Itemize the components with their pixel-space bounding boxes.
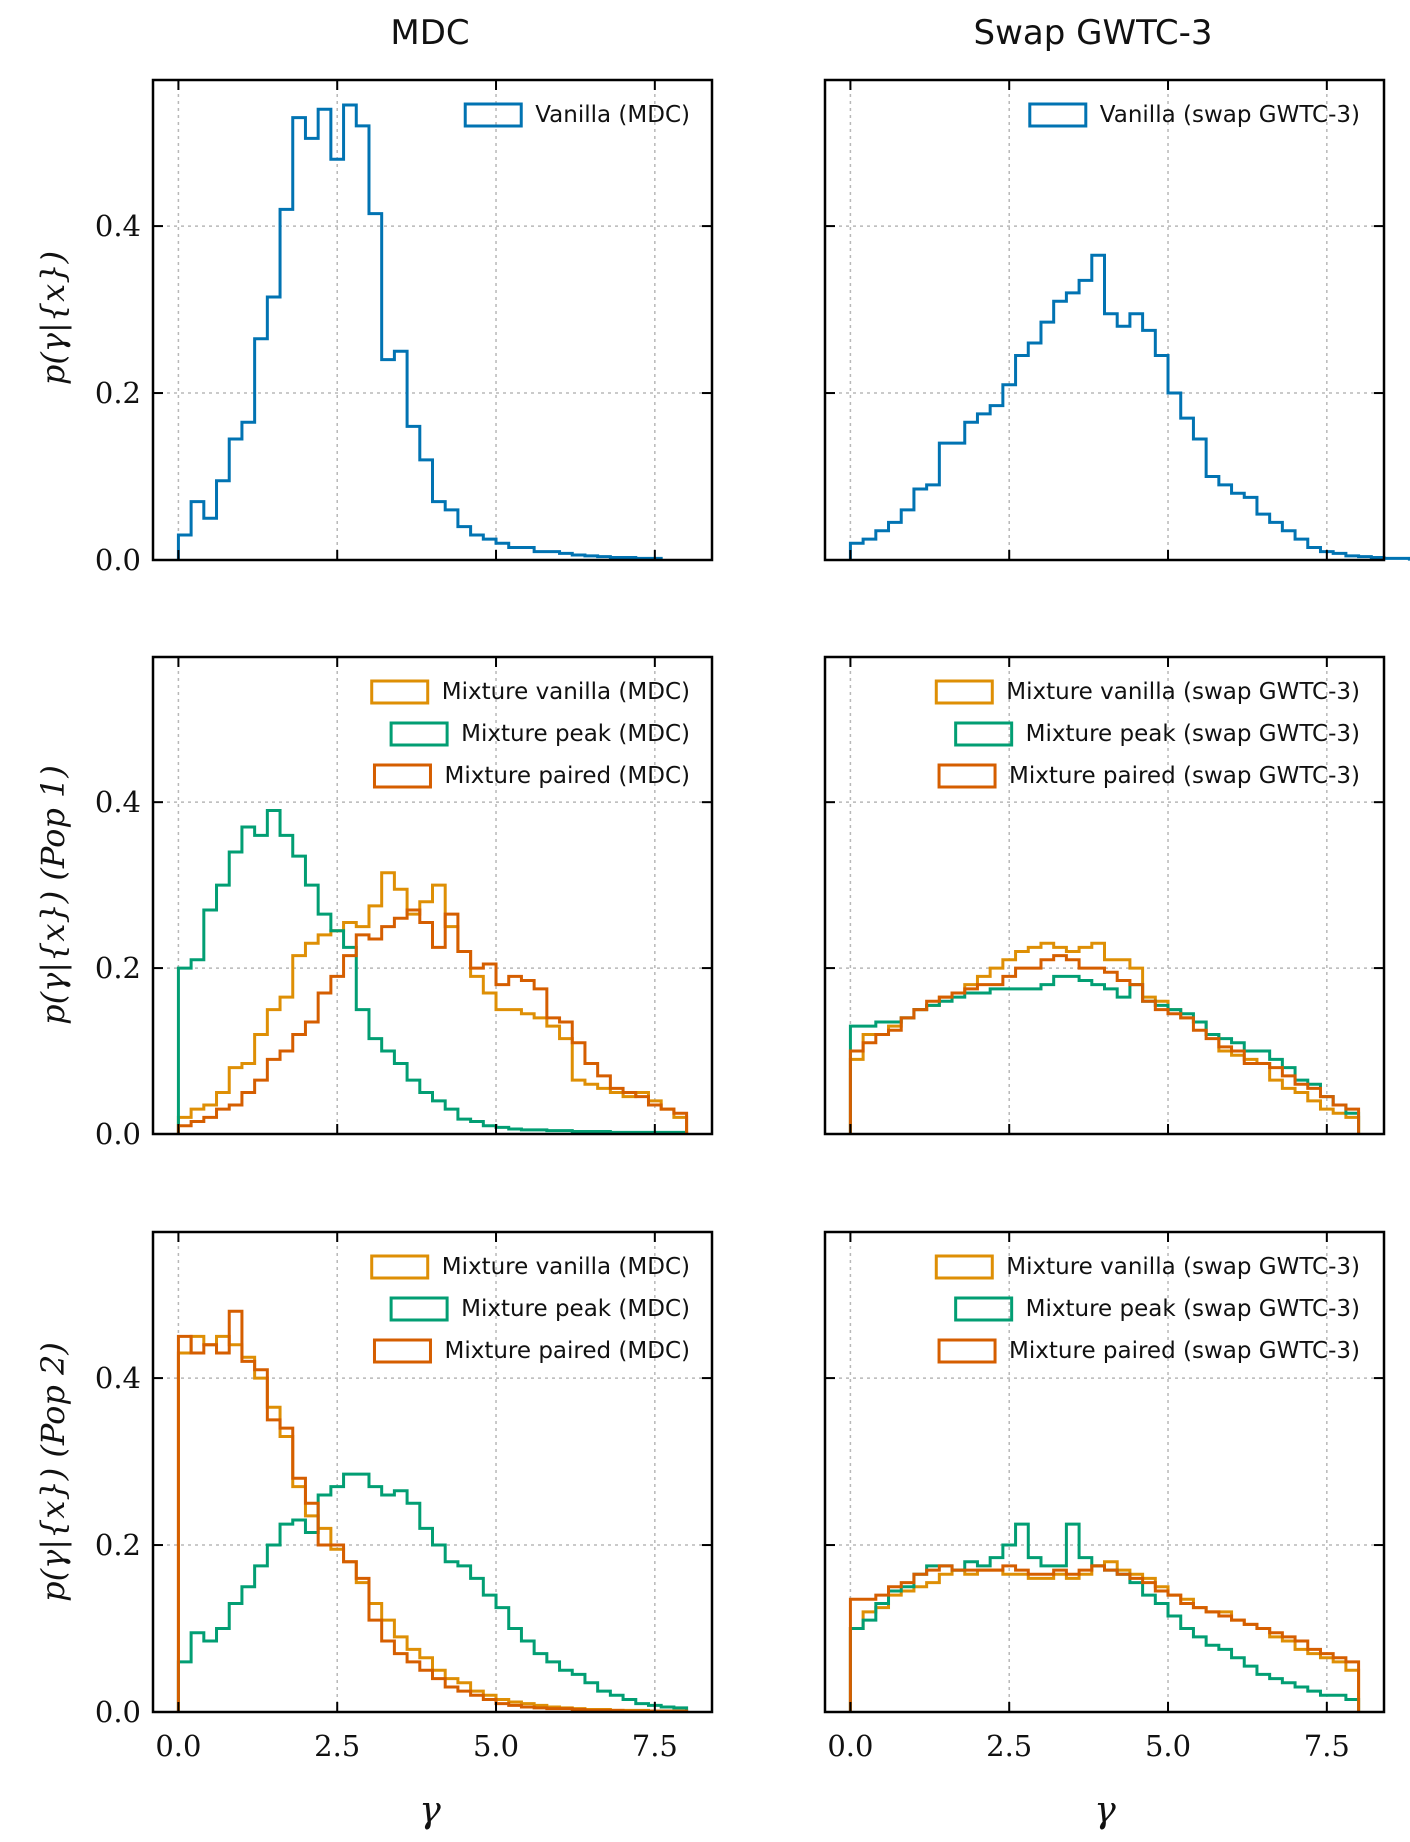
series-line-1: [848, 1522, 1361, 1712]
column-title-mdc: MDC: [390, 13, 469, 53]
axes-frame: [823, 78, 1386, 562]
legend-label-0: Vanilla (swap GWTC-3): [1100, 102, 1360, 128]
legend-label-2: Mixture paired (swap GWTC-3): [1009, 763, 1360, 789]
xlabel-right: γ: [1094, 1790, 1116, 1831]
ytick-label-2: 0.4: [95, 209, 141, 243]
axes-frame: [823, 655, 1386, 1136]
legend-label-1: Mixture peak (MDC): [461, 721, 690, 747]
xtick-label-0: 0.0: [155, 1729, 201, 1763]
legend-swatch-2: [372, 763, 432, 789]
series-line-1: [176, 1472, 689, 1712]
legend-swatch-2: [937, 1338, 997, 1364]
legend-swatch-0: [1028, 102, 1088, 128]
legend-swatch-0: [463, 102, 523, 128]
xtick-label-2: 5.0: [1145, 1729, 1191, 1763]
ytick-label-1: 0.2: [95, 376, 141, 410]
axes-frame: [151, 655, 714, 1136]
series-line-2: [176, 1309, 689, 1713]
legend-label-0: Mixture vanilla (MDC): [442, 1254, 690, 1280]
legend-swatch-1: [954, 1296, 1014, 1322]
ylabel-row3: p(γ|{x}) (Pop 2): [34, 1342, 72, 1602]
xtick-label-1: 2.5: [986, 1729, 1032, 1763]
ytick-label-1: 0.2: [95, 951, 141, 985]
series-line-0: [848, 253, 1410, 561]
panel-1-1: 0.0 0.2 0.4 Vanilla (MDC): [95, 78, 714, 577]
legend-label-0: Mixture vanilla (swap GWTC-3): [1006, 679, 1360, 705]
ytick-label-2: 0.4: [95, 785, 141, 819]
series-line-2: [848, 1564, 1361, 1712]
ylabel-row2: p(γ|{x}) (Pop 1): [34, 765, 72, 1025]
panel-2-1: 0.0 0.2 0.4 Mixture vanilla (MDC) Mixture pe…: [95, 655, 714, 1151]
legend-label-1: Mixture peak (swap GWTC-3): [1026, 1296, 1360, 1322]
legend: Mixture vanilla (swap GWTC-3) Mixture pea…: [934, 1254, 1360, 1364]
legend: Mixture vanilla (swap GWTC-3) Mixture pea…: [934, 679, 1360, 789]
column-title-swap: Swap GWTC-3: [974, 13, 1213, 53]
legend: Vanilla (MDC): [463, 102, 690, 128]
panel-3-1: 0.0 0.2 0.4 0.0 2.5 5.0 7.5 Mixture vanilla (MD…: [95, 1230, 714, 1763]
legend-swatch-1: [389, 1296, 449, 1322]
legend-label-0: Mixture vanilla (swap GWTC-3): [1006, 1254, 1360, 1280]
legend-swatch-1: [954, 721, 1014, 747]
legend: Mixture vanilla (MDC) Mixture peak (MDC) M…: [370, 1254, 690, 1364]
xlabel-left: γ: [419, 1790, 441, 1831]
legend-label-2: Mixture paired (MDC): [444, 763, 690, 789]
legend: Mixture vanilla (MDC) Mixture peak (MDC) M…: [370, 679, 690, 789]
legend-swatch-0: [370, 679, 430, 705]
legend-label-1: Mixture peak (swap GWTC-3): [1026, 721, 1360, 747]
xtick-label-2: 5.0: [473, 1729, 519, 1763]
legend: Vanilla (swap GWTC-3): [1028, 102, 1360, 128]
legend-label-1: Mixture peak (MDC): [461, 1296, 690, 1322]
axes-frame: [151, 1230, 714, 1714]
legend-label-0: Mixture vanilla (MDC): [442, 679, 690, 705]
panel-3-2: 0.0 2.5 5.0 7.5 Mixture vanilla (swap GWTC-3…: [823, 1230, 1386, 1763]
xtick-label-0: 0.0: [827, 1729, 873, 1763]
series-line-2: [176, 908, 689, 1134]
legend-swatch-0: [934, 679, 994, 705]
xtick-label-3: 7.5: [1304, 1729, 1350, 1763]
legend-label-0: Vanilla (MDC): [535, 102, 690, 128]
axes-frame: [823, 1230, 1386, 1714]
xtick-label-1: 2.5: [314, 1729, 360, 1763]
series-line-0: [176, 1334, 689, 1713]
legend-swatch-0: [370, 1254, 430, 1280]
legend-swatch-2: [372, 1338, 432, 1364]
ytick-label-0: 0.0: [95, 1117, 141, 1151]
legend-label-2: Mixture paired (swap GWTC-3): [1009, 1338, 1360, 1364]
legend-swatch-2: [937, 763, 997, 789]
series-line-0: [176, 871, 689, 1134]
series-line-0: [176, 103, 663, 560]
ytick-label-0: 0.0: [95, 1695, 141, 1729]
legend-swatch-0: [934, 1254, 994, 1280]
ytick-label-2: 0.4: [95, 1361, 141, 1395]
xtick-label-3: 7.5: [632, 1729, 678, 1763]
ytick-label-1: 0.2: [95, 1528, 141, 1562]
panel-2-2: Mixture vanilla (swap GWTC-3) Mixture pea…: [823, 655, 1386, 1136]
series-line-1: [176, 808, 689, 1134]
panels: 0.0 0.2 0.4 Vanilla (MDC) Vanilla (swap GWTC…: [95, 78, 1410, 1763]
series-line-2: [848, 954, 1361, 1134]
axes-frame: [151, 78, 714, 562]
ylabel-row1: p(γ|{x}): [34, 251, 72, 385]
ytick-label-0: 0.0: [95, 543, 141, 577]
legend-swatch-1: [389, 721, 449, 747]
panel-1-2: Vanilla (swap GWTC-3): [823, 78, 1410, 562]
legend-label-2: Mixture paired (MDC): [444, 1338, 690, 1364]
